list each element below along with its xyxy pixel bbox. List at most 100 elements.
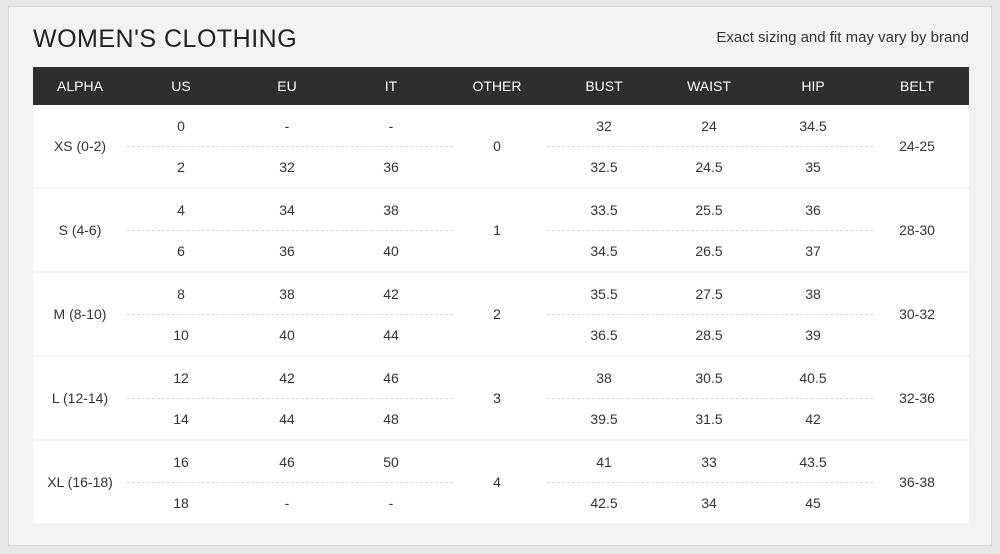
it-cell: 38 [383,201,399,218]
waist-cell: 34 [701,494,717,511]
waist-cell: 24.5 [695,158,723,175]
hip-cell: 45 [805,494,821,511]
bust-cell: 34.5 [590,242,618,259]
alpha-cell: XS (0-2) [53,138,107,154]
header-bust: BUST [585,78,623,94]
other-cell: 0 [493,138,501,154]
waist-cell: 31.5 [695,410,723,427]
it-cell: 46 [383,369,399,386]
waist-cell: 27.5 [695,285,723,302]
eu-cell: 46 [279,453,295,470]
row-divider [547,482,873,483]
bust-cell: 32 [596,117,612,134]
hip-cell: 36 [805,201,821,218]
eu-cell: 44 [279,410,295,427]
belt-cell: 30-32 [899,306,935,322]
bust-cell: 38 [596,369,612,386]
bust-cell: 35.5 [590,285,618,302]
hip-cell: 38 [805,285,821,302]
eu-cell: 40 [279,326,295,343]
it-cell: 40 [383,242,399,259]
us-cell: 6 [177,242,185,259]
alpha-cell: M (8-10) [53,306,107,322]
eu-cell: 32 [279,158,295,175]
us-cell: 16 [173,453,189,470]
us-cell: 12 [173,369,189,386]
it-cell: 48 [383,410,399,427]
hip-cell: 35 [805,158,821,175]
bust-cell: 36.5 [590,326,618,343]
us-cell: 10 [173,326,189,343]
hip-cell: 37 [805,242,821,259]
size-table: ALPHA US EU IT OTHER BUST WAIST HIP BELT… [33,67,969,523]
bust-cell: 32.5 [590,158,618,175]
other-cell: 2 [493,306,501,322]
alpha-cell: S (4-6) [58,222,102,238]
other-cell: 4 [493,474,501,490]
size-group-row: S (4-6) 1 28-30 4 34 38 33.5 25.5 36 6 36 40 34.5 26.… [33,189,969,273]
hip-cell: 40.5 [799,369,827,386]
us-cell: 2 [177,158,185,175]
header-other: OTHER [472,78,522,94]
belt-cell: 28-30 [899,222,935,238]
eu-cell: 34 [279,201,295,218]
hip-cell: 34.5 [799,117,827,134]
row-divider [547,398,873,399]
header-hip: HIP [801,78,825,94]
header-eu: EU [277,78,297,94]
belt-cell: 24-25 [899,138,935,154]
size-group-row: XL (16-18) 4 36-38 16 46 50 41 33 43.5 18 - - 42.5 34… [33,441,969,523]
belt-cell: 36-38 [899,474,935,490]
other-cell: 1 [493,222,501,238]
waist-cell: 28.5 [695,326,723,343]
it-cell: 44 [383,326,399,343]
row-divider [547,314,873,315]
us-cell: 4 [177,201,185,218]
size-group-row: XS (0-2) 0 24-25 0 - - 32 24 34.5 2 32 36 32.5 24.5 35 [33,105,969,189]
row-divider [127,230,453,231]
alpha-cell: L (12-14) [51,390,109,406]
waist-cell: 24 [701,117,717,134]
row-divider [547,230,873,231]
it-cell: 50 [383,453,399,470]
header-alpha: ALPHA [57,78,103,94]
waist-cell: 25.5 [695,201,723,218]
bust-cell: 39.5 [590,410,618,427]
row-divider [127,314,453,315]
header-us: US [171,78,191,94]
us-cell: 18 [173,494,189,511]
eu-cell: 38 [279,285,295,302]
hip-cell: 43.5 [799,453,827,470]
alpha-cell: XL (16-18) [47,474,113,490]
us-cell: 0 [177,117,185,134]
it-cell: - [388,117,394,134]
waist-cell: 30.5 [695,369,723,386]
size-group-row: L (12-14) 3 32-36 12 42 46 38 30.5 40.5 14 44 48 39.… [33,357,969,441]
size-chart-card: WOMEN'S CLOTHING Exact sizing and fit ma… [8,6,992,546]
belt-cell: 32-36 [899,390,935,406]
hip-cell: 42 [805,410,821,427]
other-cell: 3 [493,390,501,406]
row-divider [547,146,873,147]
eu-cell: 36 [279,242,295,259]
header-it: IT [384,78,398,94]
header-waist: WAIST [687,78,731,94]
eu-cell: 42 [279,369,295,386]
it-cell: 36 [383,158,399,175]
bust-cell: 42.5 [590,494,618,511]
table-body: XS (0-2) 0 24-25 0- -32 24 34.5 2 32 36 32.5 24.5 35… [33,105,969,523]
header-belt: BELT [900,78,934,94]
row-divider [127,398,453,399]
hip-cell: 39 [805,326,821,343]
bust-cell: 41 [596,453,612,470]
page-title: WOMEN'S CLOTHING [33,25,298,53]
eu-cell: - [284,494,290,511]
it-cell: 42 [383,285,399,302]
us-cell: 14 [173,410,189,427]
bust-cell: 33.5 [590,201,618,218]
table-header: ALPHA US EU IT OTHER BUST WAIST HIP BELT [33,67,969,105]
size-group-row: M (8-10) 2 30-32 8 38 42 35.5 27.5 38 10 40 44 36.5 2… [33,273,969,357]
sizing-note: Exact sizing and fit may vary by brand [716,29,969,46]
row-divider [127,482,453,483]
waist-cell: 26.5 [695,242,723,259]
